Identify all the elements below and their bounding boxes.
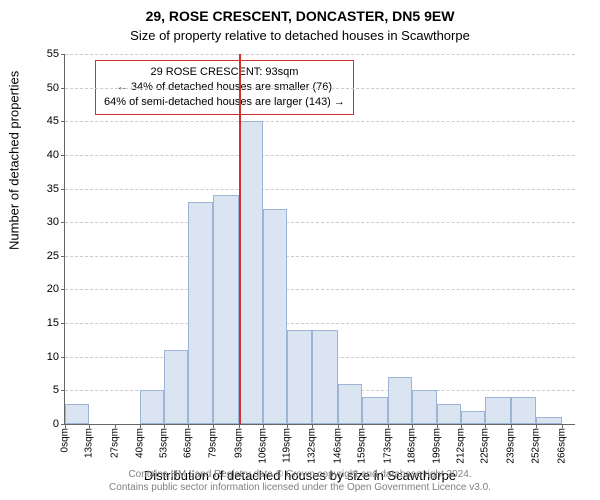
- gridline-h: [65, 54, 575, 55]
- xtick-label: 199sqm: [431, 428, 442, 464]
- ytick-label: 25: [47, 250, 59, 262]
- ytick-label: 35: [47, 183, 59, 195]
- ytick-label: 20: [47, 283, 59, 295]
- xtick-label: 252sqm: [530, 428, 541, 464]
- xtick-label: 106sqm: [258, 428, 269, 464]
- histogram-bar: [188, 202, 212, 424]
- y-axis-label: Number of detached properties: [7, 71, 22, 250]
- histogram-bar: [312, 330, 338, 424]
- ytick-mark: [61, 155, 65, 156]
- ytick-mark: [61, 357, 65, 358]
- ytick-label: 0: [53, 418, 59, 430]
- histogram-bar: [140, 390, 164, 424]
- footer: Contains HM Land Registry data © Crown c…: [0, 469, 600, 494]
- histogram-bar: [164, 350, 188, 424]
- xtick-label: 266sqm: [556, 428, 567, 464]
- xtick-label: 212sqm: [456, 428, 467, 464]
- histogram-bar: [338, 384, 362, 424]
- ytick-mark: [61, 88, 65, 89]
- annotation-line1: 29 ROSE CRESCENT: 93sqm: [104, 65, 345, 80]
- ytick-mark: [61, 323, 65, 324]
- footer-line2: Contains public sector information licen…: [0, 482, 600, 495]
- xtick-label: 53sqm: [159, 428, 170, 458]
- xtick-label: 146sqm: [332, 428, 343, 464]
- ytick-mark: [61, 222, 65, 223]
- ytick-label: 40: [47, 149, 59, 161]
- xtick-label: 225sqm: [480, 428, 491, 464]
- ytick-label: 50: [47, 82, 59, 94]
- gridline-h: [65, 155, 575, 156]
- xtick-label: 239sqm: [506, 428, 517, 464]
- ytick-label: 30: [47, 216, 59, 228]
- xtick-label: 13sqm: [84, 428, 95, 458]
- histogram-bar: [437, 404, 461, 424]
- gridline-h: [65, 88, 575, 89]
- xtick-label: 0sqm: [60, 428, 71, 452]
- gridline-h: [65, 323, 575, 324]
- xtick-label: 93sqm: [233, 428, 244, 458]
- histogram-bar: [536, 417, 562, 424]
- histogram-bar: [485, 397, 511, 424]
- histogram-bar: [388, 377, 412, 424]
- chart-title-line2: Size of property relative to detached ho…: [0, 28, 600, 43]
- ytick-mark: [61, 390, 65, 391]
- histogram-bar: [412, 390, 436, 424]
- histogram-bar: [461, 411, 485, 424]
- ytick-mark: [61, 189, 65, 190]
- gridline-h: [65, 121, 575, 122]
- histogram-bar: [213, 195, 239, 424]
- xtick-label: 173sqm: [383, 428, 394, 464]
- ytick-mark: [61, 256, 65, 257]
- marker-line: [239, 54, 241, 424]
- xtick-label: 27sqm: [110, 428, 121, 458]
- histogram-bar: [511, 397, 535, 424]
- annotation-line3: 64% of semi-detached houses are larger (…: [104, 95, 345, 110]
- gridline-h: [65, 189, 575, 190]
- ytick-label: 15: [47, 317, 59, 329]
- xtick-label: 132sqm: [306, 428, 317, 464]
- ytick-label: 5: [53, 384, 59, 396]
- xtick-label: 186sqm: [407, 428, 418, 464]
- xtick-label: 40sqm: [134, 428, 145, 458]
- gridline-h: [65, 256, 575, 257]
- chart-container: 29, ROSE CRESCENT, DONCASTER, DN5 9EW Si…: [0, 0, 600, 500]
- ytick-label: 45: [47, 115, 59, 127]
- histogram-bar: [65, 404, 89, 424]
- ytick-mark: [61, 289, 65, 290]
- histogram-bar: [239, 121, 263, 424]
- chart-title-line1: 29, ROSE CRESCENT, DONCASTER, DN5 9EW: [0, 8, 600, 24]
- ytick-mark: [61, 54, 65, 55]
- plot-area: 29 ROSE CRESCENT: 93sqm ← 34% of detache…: [64, 54, 575, 425]
- ytick-label: 10: [47, 351, 59, 363]
- xtick-label: 79sqm: [207, 428, 218, 458]
- histogram-bar: [287, 330, 311, 424]
- xtick-label: 66sqm: [183, 428, 194, 458]
- ytick-label: 55: [47, 48, 59, 60]
- gridline-h: [65, 222, 575, 223]
- gridline-h: [65, 289, 575, 290]
- histogram-bar: [263, 209, 287, 424]
- footer-line1: Contains HM Land Registry data © Crown c…: [0, 469, 600, 482]
- histogram-bar: [362, 397, 388, 424]
- ytick-mark: [61, 121, 65, 122]
- xtick-label: 119sqm: [282, 428, 293, 463]
- xtick-label: 159sqm: [357, 428, 368, 464]
